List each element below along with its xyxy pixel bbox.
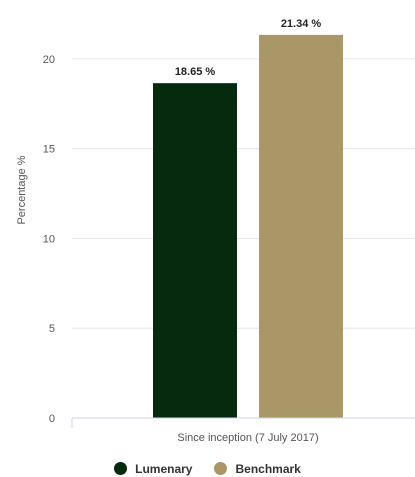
bar-lumenary[interactable]: [153, 83, 237, 418]
data-label-lumenary: 18.65 %: [175, 66, 216, 78]
y-tick-label: 5: [49, 323, 55, 335]
y-tick-label: 10: [43, 233, 55, 245]
y-tick-label: 20: [43, 54, 55, 66]
x-category-label: Since inception (7 July 2017): [177, 432, 318, 444]
legend-item-benchmark[interactable]: Benchmark: [214, 461, 301, 476]
y-axis-ticks: 0 5 10 15 20: [43, 54, 55, 425]
y-tick-label: 15: [43, 144, 55, 156]
legend: Lumenary Benchmark: [0, 460, 415, 477]
legend-label: Lumenary: [135, 461, 193, 476]
bar-benchmark[interactable]: [259, 34, 343, 418]
legend-item-lumenary[interactable]: Lumenary: [114, 462, 192, 476]
legend-label: Benchmark: [235, 461, 301, 476]
legend-dot-icon: [114, 462, 128, 475]
y-tick-label: 0: [49, 413, 55, 425]
y-axis-label: Percentage %: [16, 155, 28, 224]
bar-chart: 0 5 10 15 20 Percentage % 18.65 % 21.34 % Sin…: [16, 18, 415, 444]
data-labels: 18.65 % 21.34 %: [175, 18, 322, 78]
data-label-benchmark: 21.34 %: [281, 18, 322, 30]
bars: [153, 34, 343, 418]
gridlines: [72, 58, 415, 329]
legend-dot-icon: [214, 462, 228, 475]
